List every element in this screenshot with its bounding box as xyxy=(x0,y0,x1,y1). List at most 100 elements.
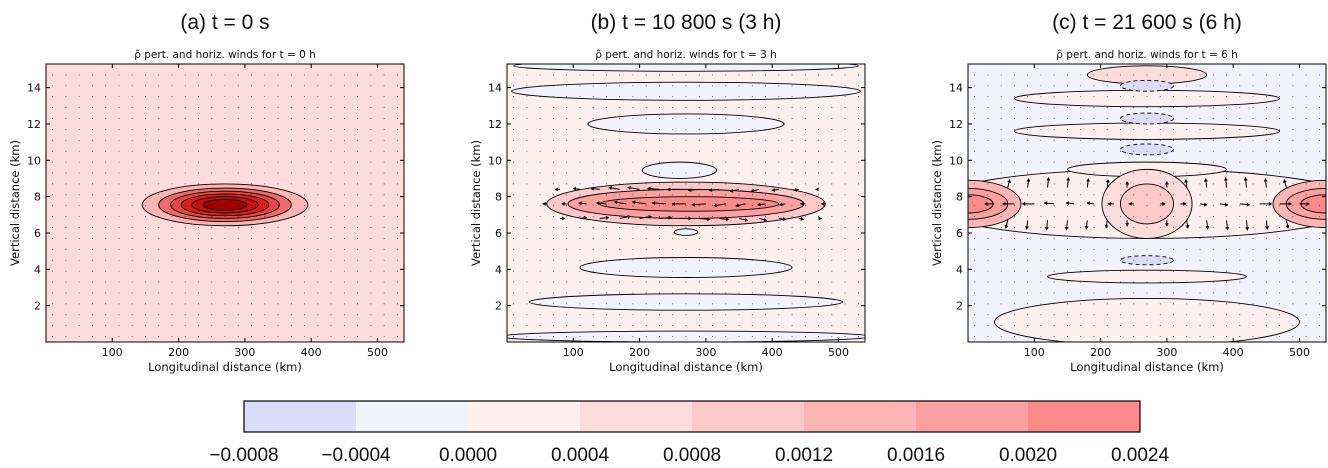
wind-dot xyxy=(844,259,846,261)
wind-dot xyxy=(1199,238,1201,239)
wind-dot xyxy=(317,96,319,98)
wind-dot xyxy=(396,205,398,207)
wind-dot xyxy=(553,96,554,98)
wind-dot xyxy=(632,205,634,207)
wind-dot xyxy=(1265,281,1267,283)
x-tick-label: 500 xyxy=(828,346,849,359)
wind-dot xyxy=(52,150,54,152)
wind-dot xyxy=(1239,248,1241,250)
wind-dot xyxy=(857,281,859,283)
wind-dot xyxy=(1120,85,1121,87)
wind-dot xyxy=(1159,238,1161,239)
wind-dot xyxy=(370,270,372,272)
wind-dot xyxy=(987,270,989,272)
panel-title: (a) t = 0 s xyxy=(180,11,269,34)
wind-dot xyxy=(831,259,833,261)
wind-dot xyxy=(211,303,213,305)
contour-region xyxy=(641,161,717,179)
wind-dot xyxy=(804,270,806,272)
colorbar-tick-label: 0.0008 xyxy=(663,445,721,466)
wind-dot xyxy=(1292,172,1294,174)
wind-dot xyxy=(396,314,398,316)
wind-dot xyxy=(1186,85,1188,87)
wind-dot xyxy=(592,259,594,261)
wind-dot xyxy=(844,303,846,305)
wind-dot xyxy=(1292,107,1294,109)
wind-dot xyxy=(1027,96,1029,98)
wind-dot xyxy=(1252,259,1254,261)
wind-dot xyxy=(1265,74,1267,76)
wind-dot xyxy=(264,118,266,119)
wind-dot xyxy=(1159,118,1161,119)
wind-dot xyxy=(1226,85,1227,87)
wind-dot xyxy=(105,238,107,239)
wind-dot xyxy=(211,216,213,218)
wind-dot xyxy=(343,281,345,283)
wind-dot xyxy=(1146,161,1148,163)
wind-dot xyxy=(383,216,385,218)
wind-dot xyxy=(672,248,674,250)
wind-dot xyxy=(987,292,989,294)
wind-dot xyxy=(566,161,568,163)
wind-dot xyxy=(1159,161,1161,163)
wind-dot xyxy=(264,281,266,283)
wind-dot xyxy=(237,118,239,119)
wind-dot xyxy=(751,172,753,174)
wind-dot xyxy=(92,150,93,152)
wind-dot xyxy=(1159,194,1161,196)
wind-dot xyxy=(357,172,358,174)
wind-arrowhead xyxy=(668,215,672,220)
wind-dot xyxy=(198,172,199,174)
wind-dot xyxy=(1027,270,1029,272)
wind-dot xyxy=(211,336,213,337)
wind-dot xyxy=(592,205,594,207)
wind-arrowhead xyxy=(729,188,734,193)
wind-dot xyxy=(158,248,160,250)
wind-dot xyxy=(370,74,372,76)
wind-dot xyxy=(1093,85,1095,87)
wind-dot xyxy=(1305,172,1307,174)
wind-dot xyxy=(513,150,515,152)
wind-dot xyxy=(118,336,120,337)
wind-dot xyxy=(224,129,226,130)
wind-dot xyxy=(1292,96,1294,98)
wind-dot xyxy=(818,216,819,218)
wind-dot xyxy=(1305,292,1307,294)
wind-dot xyxy=(118,183,120,185)
wind-dot xyxy=(1279,216,1280,218)
wind-dot xyxy=(606,325,607,327)
wind-dot xyxy=(632,227,634,228)
wind-dot xyxy=(277,118,279,119)
wind-dot xyxy=(791,314,793,316)
wind-dot xyxy=(357,205,358,207)
wind-dot xyxy=(632,96,634,98)
wind-dot xyxy=(224,270,226,272)
colorbar-segment xyxy=(356,401,469,432)
wind-dot xyxy=(1067,194,1068,196)
wind-dot xyxy=(198,314,199,316)
wind-dot xyxy=(526,96,528,98)
wind-dot xyxy=(1120,270,1121,272)
wind-dot xyxy=(1265,314,1267,316)
wind-dot xyxy=(857,172,859,174)
y-tick-label: 14 xyxy=(488,82,502,95)
wind-dot xyxy=(1265,107,1267,109)
wind-dot xyxy=(645,129,647,130)
wind-dot xyxy=(778,227,780,228)
wind-dot xyxy=(237,194,239,196)
wind-dot xyxy=(145,118,146,119)
wind-arrowhead xyxy=(1288,201,1292,206)
wind-dot xyxy=(1053,129,1055,130)
wind-dot xyxy=(553,172,554,174)
wind-dot xyxy=(145,129,146,130)
wind-dot xyxy=(52,259,54,261)
wind-dot xyxy=(659,292,660,294)
wind-dot xyxy=(198,270,199,272)
wind-dot xyxy=(304,303,305,305)
wind-dot xyxy=(751,205,753,207)
wind-dot xyxy=(685,270,687,272)
wind-dot xyxy=(606,172,607,174)
wind-dot xyxy=(751,238,753,239)
wind-dot xyxy=(1318,336,1320,337)
wind-dot xyxy=(566,336,568,337)
